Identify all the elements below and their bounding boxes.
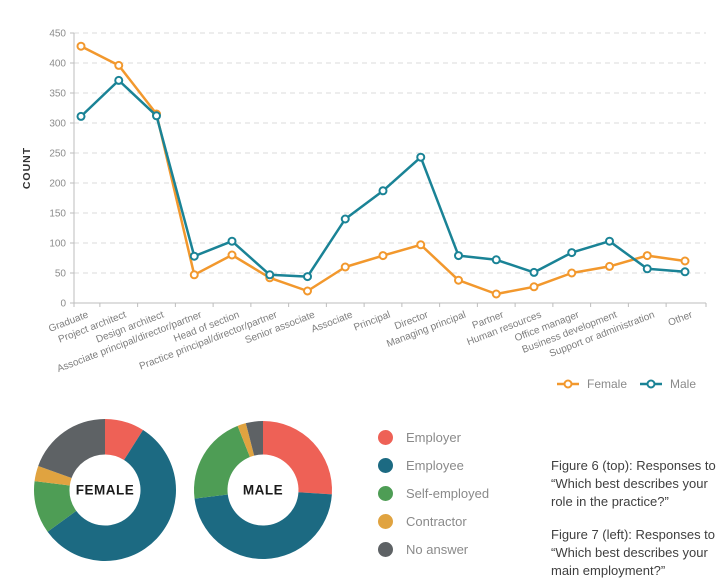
female-donut-slice-no-answer [38, 419, 105, 478]
female-data-point-marker [303, 286, 312, 296]
y-axis-tick-label: 350 [49, 89, 66, 100]
line-chart-figure6: 050100150200250300350400450COUNTGraduate… [21, 29, 707, 391]
female-data-point-marker [454, 275, 463, 285]
legend-item-no-answer: No answer [378, 542, 489, 557]
male-data-point-marker [605, 236, 614, 246]
figure6-caption: Figure 6 (top): Responses to “Which best… [551, 458, 716, 509]
figure7-caption: Figure 7 (left): Responses to “Which bes… [551, 526, 716, 578]
y-axis-tick-label: 100 [49, 239, 66, 250]
female-donut-slice-contractor [34, 465, 72, 486]
legend-marker-circle [563, 379, 573, 389]
legend-item-label: Contractor [406, 514, 467, 529]
y-axis-tick-label: 250 [49, 149, 66, 160]
female-donut-center-label: FEMALE [76, 483, 135, 498]
male-data-point-marker [189, 251, 199, 261]
legend-marker-circle [646, 379, 656, 389]
female-data-point-marker [491, 289, 501, 299]
legend-item-contractor: Contractor [378, 514, 489, 529]
series-legend-label: Female [587, 377, 627, 391]
male-donut-slice-employer [263, 421, 332, 495]
legend-color-dot [378, 542, 393, 557]
female-data-point-marker [378, 251, 388, 261]
legend-color-dot [378, 458, 393, 473]
legend-color-dot [378, 430, 393, 445]
female-donut-slice-employer [105, 419, 144, 461]
legend-color-dot [378, 486, 393, 501]
y-axis-tick-label: 400 [49, 59, 66, 70]
male-donut-slice-self-employed [193, 425, 250, 499]
x-axis-label: Principal [352, 310, 392, 334]
male-data-point-marker [340, 214, 350, 224]
legend-item-self-employed: Self-employed [378, 486, 489, 501]
female-data-point-marker [680, 256, 690, 266]
male-data-point-marker [76, 111, 86, 121]
employment-legend: Employer Employee Self-employed Contractor N… [378, 430, 489, 570]
y-axis-tick-label: 450 [49, 29, 66, 40]
series-legend-label: Male [670, 377, 696, 391]
figure-captions: Figure 6 (top): Responses to “Which best… [551, 457, 727, 582]
female-data-point-marker [189, 270, 199, 280]
legend-item-label: Employee [406, 458, 464, 473]
male-data-point-marker [680, 267, 690, 277]
female-data-point-marker [605, 261, 614, 271]
y-axis-tick-label: 0 [60, 299, 66, 310]
legend-item-label: No answer [406, 542, 469, 557]
male-data-point-marker [265, 270, 275, 280]
male-data-point-marker [529, 267, 539, 277]
donut-charts-figure7: FEMALE MALE [34, 419, 332, 561]
male-data-point-marker [152, 111, 161, 121]
y-axis-tick-label: 150 [49, 209, 66, 220]
legend-item-employee: Employee [378, 458, 489, 473]
male-donut-slice-contractor [237, 423, 255, 457]
male-data-point-marker [567, 248, 577, 258]
male-data-point-marker [114, 75, 124, 85]
male-donut-slice-no-answer [245, 421, 263, 456]
female-data-point-marker [642, 251, 652, 261]
male-donut-center-label: MALE [243, 483, 283, 498]
y-axis-title: COUNT [21, 147, 33, 189]
male-data-point-marker [491, 255, 501, 265]
female-data-point-marker [529, 282, 539, 292]
y-axis-tick-label: 300 [49, 119, 66, 130]
y-axis-tick-label: 50 [55, 269, 67, 280]
male-donut-slice-employee [194, 492, 332, 559]
female-data-point-marker [567, 268, 577, 278]
female-data-point-marker [227, 250, 237, 260]
female-donut-slice-self-employed [34, 481, 77, 532]
male-data-point-marker [378, 186, 388, 196]
female-data-point-marker [416, 240, 426, 250]
x-axis-label: Other [667, 309, 695, 328]
male-data-point-marker [416, 152, 426, 162]
legend-item-employer: Employer [378, 430, 489, 445]
legend-item-label: Employer [406, 430, 461, 445]
x-axis-label: Associate [310, 309, 355, 335]
male-data-point-marker [454, 251, 463, 261]
male-data-point-marker [642, 264, 652, 274]
male-data-point-marker [227, 236, 237, 246]
female-data-point-marker [340, 262, 350, 272]
y-axis-tick-label: 200 [49, 179, 66, 190]
female-data-point-marker [76, 41, 86, 51]
legend-color-dot [378, 514, 393, 529]
legend-item-label: Self-employed [406, 486, 490, 501]
male-data-point-marker [303, 272, 312, 282]
female-donut-slice-employee [47, 430, 177, 561]
female-data-point-marker [114, 60, 124, 70]
